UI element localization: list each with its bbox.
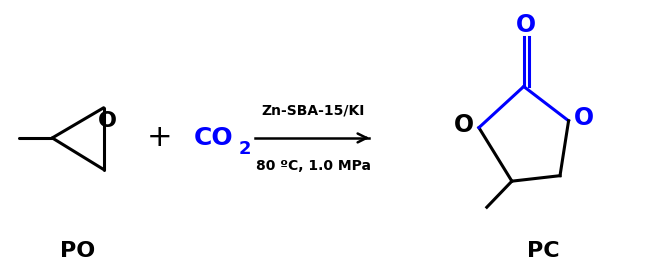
Text: 80 ºC, 1.0 MPa: 80 ºC, 1.0 MPa bbox=[256, 158, 371, 172]
Text: 2: 2 bbox=[239, 140, 251, 158]
Text: O: O bbox=[516, 13, 537, 37]
Text: O: O bbox=[454, 113, 473, 137]
Text: PO: PO bbox=[60, 241, 95, 261]
Text: CO: CO bbox=[194, 126, 233, 150]
Text: O: O bbox=[98, 111, 116, 132]
Text: +: + bbox=[147, 123, 172, 152]
Text: PC: PC bbox=[527, 241, 560, 261]
Text: Zn-SBA-15/KI: Zn-SBA-15/KI bbox=[262, 103, 365, 117]
Text: O: O bbox=[574, 106, 594, 130]
